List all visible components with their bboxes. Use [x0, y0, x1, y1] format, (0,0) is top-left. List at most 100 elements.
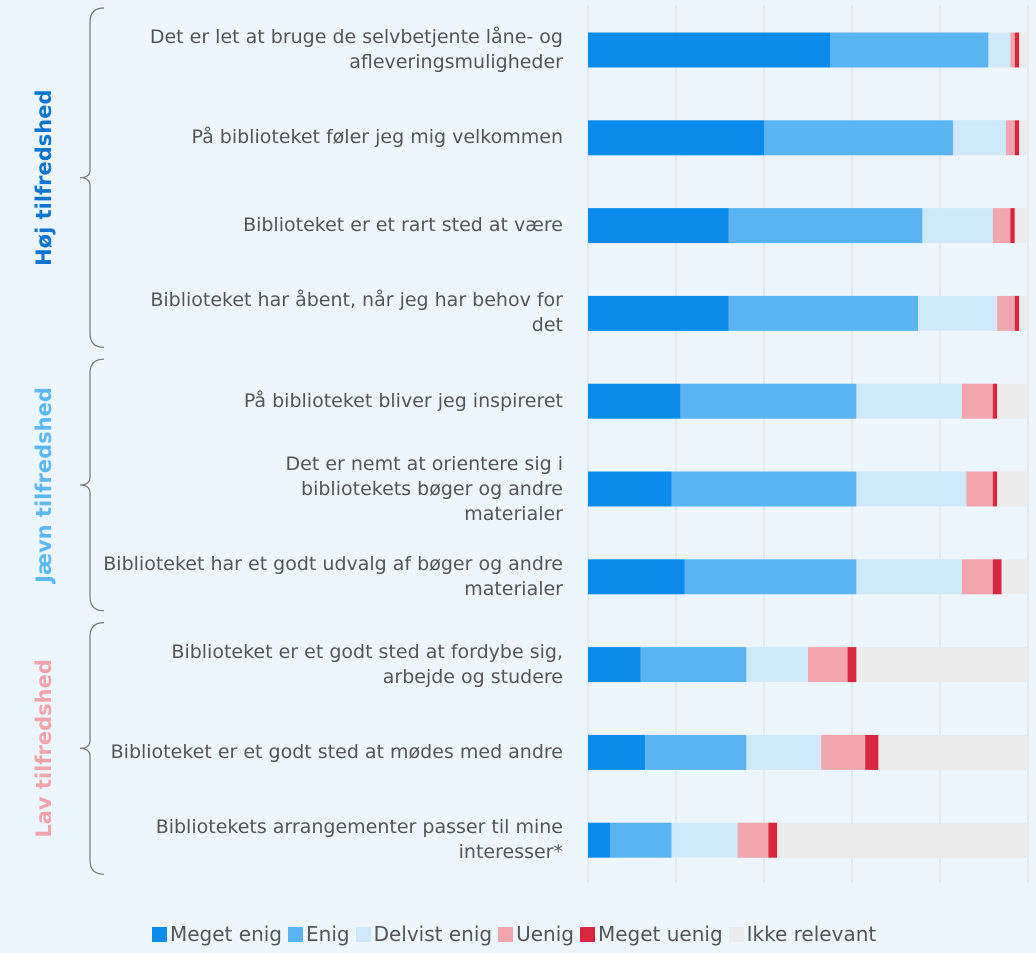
bar-segment — [865, 734, 879, 770]
bar-segment — [997, 295, 1015, 331]
bar-segment — [856, 559, 962, 595]
category-label-box: Bibliotekets arrangementer passer til mi… — [103, 796, 563, 884]
category-label: Det er let at bruge de selvbetjente låne… — [149, 26, 563, 73]
bar-segment — [966, 471, 993, 507]
category-label: På biblioteket bliver jeg inspireret — [243, 389, 563, 412]
bar-segment — [808, 647, 848, 683]
bar-segment — [997, 383, 1028, 419]
bar-segment — [1014, 32, 1020, 68]
legend-label: Uenig — [516, 922, 574, 946]
bar-segment — [764, 120, 954, 156]
bar-segment — [588, 32, 830, 68]
bar-segment — [1019, 120, 1028, 156]
bar-segment — [588, 383, 681, 419]
legend-label: Meget uenig — [597, 922, 723, 946]
group-label: Jævn tilfredshed — [32, 387, 56, 585]
bar-segment — [588, 295, 729, 331]
bar-segment — [922, 208, 993, 244]
category-label: Det er nemt at orientere sig i bibliotek… — [285, 452, 563, 525]
category-label-box: Biblioteket er et godt sted at mødes med… — [111, 708, 563, 796]
bar-segment — [1019, 295, 1028, 331]
legend: Meget enig Enig Delvist enig Uenig Meget uen… — [152, 922, 882, 946]
bar-segment — [992, 471, 998, 507]
bar-segment — [768, 822, 778, 858]
bar-segment — [962, 383, 993, 419]
bar-segment — [640, 647, 747, 683]
bar-segment — [830, 32, 989, 68]
legend-item: Meget uenig — [579, 922, 723, 946]
bar-segment — [588, 120, 764, 156]
legend-swatch — [288, 926, 303, 942]
bar-segment — [728, 208, 923, 244]
bar-segment — [856, 647, 1028, 683]
category-label-box: På biblioteket bliver jeg inspireret — [244, 357, 563, 445]
bar-segment — [588, 647, 641, 683]
bar-segment — [962, 559, 993, 595]
category-label: Biblioteket er et godt sted at fordybe s… — [171, 640, 563, 688]
legend-swatch — [498, 926, 514, 942]
category-label-box: Det er let at bruge de selvbetjente låne… — [133, 6, 563, 94]
bar-segment — [671, 822, 738, 858]
group-brace — [79, 622, 105, 875]
bar-segment — [856, 471, 967, 507]
bar-segment — [588, 559, 685, 595]
category-label: Biblioteket har et godt udvalg af bøger … — [103, 552, 563, 600]
legend-label: Enig — [306, 922, 350, 946]
category-label-box: På biblioteket føler jeg mig velkommen — [191, 94, 563, 182]
group-brace — [79, 358, 105, 612]
bar-segment — [588, 822, 610, 858]
category-label-box: Biblioteket er et rart sted at være — [243, 182, 563, 270]
bar-segment — [1014, 295, 1020, 331]
bar-segment — [746, 734, 822, 770]
category-label: Bibliotekets arrangementer passer til mi… — [155, 816, 563, 864]
legend-label: Ikke relevant — [746, 922, 877, 946]
category-label-box: Biblioteket har åbent, når jeg har behov… — [143, 269, 563, 357]
bar-segment — [1014, 120, 1020, 156]
bar-segment — [737, 822, 769, 858]
legend-swatch — [355, 926, 371, 942]
bar-segment — [878, 734, 1028, 770]
group-label: Lav tilfredshed — [32, 659, 56, 837]
legend-label: Delvist enig — [373, 922, 493, 946]
bar-segment — [777, 822, 1028, 858]
bar-segment — [992, 559, 1002, 595]
bar-segment — [684, 559, 857, 595]
bar-segment — [1010, 208, 1015, 244]
bar-segment — [1019, 32, 1028, 68]
legend-item: Meget enig — [152, 922, 282, 946]
legend-item: Enig — [288, 922, 350, 946]
bar-segment — [645, 734, 747, 770]
bar-segment — [953, 120, 1006, 156]
bar-segment — [1014, 208, 1028, 244]
bar-segment — [610, 822, 672, 858]
bar-segment — [588, 471, 672, 507]
bar-segment — [992, 383, 998, 419]
legend-item: Ikke relevant — [728, 922, 877, 946]
bar-segment — [997, 471, 1028, 507]
bar-segment — [588, 208, 729, 244]
legend-item: Uenig — [498, 922, 574, 946]
bar-segment — [1010, 32, 1015, 68]
bar-segment — [847, 647, 857, 683]
category-label: På biblioteket føler jeg mig velkommen — [191, 126, 563, 149]
bar-segment — [992, 208, 1011, 244]
category-label-box: Biblioteket er et godt sted at fordybe s… — [103, 621, 563, 709]
bar-segment — [680, 383, 857, 419]
bar-segment — [821, 734, 866, 770]
bar-segment — [1001, 559, 1028, 595]
bar-segment — [1006, 120, 1015, 156]
category-label-box: Biblioteket har et godt udvalg af bøger … — [103, 533, 563, 621]
legend-swatch — [728, 926, 744, 942]
group-label: Høj tilfredshed — [32, 89, 56, 265]
bar-segment — [856, 383, 962, 419]
bar-segment — [728, 295, 918, 331]
category-label: Biblioteket er et rart sted at være — [243, 214, 563, 237]
category-label: Biblioteket er et godt sted at mødes med… — [110, 740, 563, 763]
group-brace — [79, 7, 105, 348]
category-label-box: Det er nemt at orientere sig i bibliotek… — [223, 445, 563, 533]
legend-swatch — [152, 926, 167, 942]
legend-swatch — [579, 926, 595, 942]
bar-segment — [918, 295, 998, 331]
